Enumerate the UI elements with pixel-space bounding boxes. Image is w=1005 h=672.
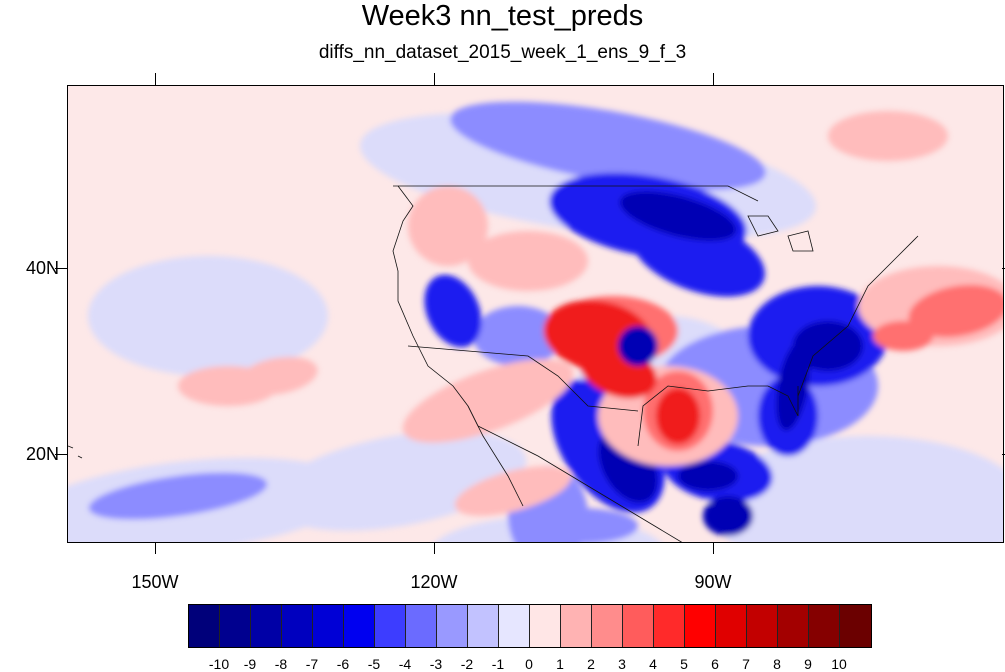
- colorbar-tick-label: -9: [243, 656, 257, 672]
- anomaly-patch: [619, 191, 737, 241]
- colorbar-swatch: [313, 605, 344, 647]
- colorbar-swatch: [561, 605, 592, 647]
- coastline: [787, 230, 814, 252]
- anomaly-patch: [708, 436, 1003, 542]
- coastline: [637, 385, 799, 447]
- tick-left-40n: [55, 268, 67, 269]
- coastline: [797, 235, 919, 397]
- colorbar-swatch: [344, 605, 375, 647]
- colorbar-tick-label: 8: [773, 656, 781, 672]
- colorbar-swatch: [282, 605, 313, 647]
- colorbar-tick-label: -8: [274, 656, 288, 672]
- colorbar-tick-label: 6: [711, 656, 719, 672]
- anomaly-patch: [873, 321, 933, 351]
- colorbar-swatch: [468, 605, 499, 647]
- anomaly-patch: [468, 231, 588, 291]
- colorbar-tick-label: -3: [429, 656, 443, 672]
- colorbar-tick-label: 10: [831, 656, 847, 672]
- tick-top-150w: [155, 73, 156, 85]
- colorbar-swatch: [251, 605, 282, 647]
- colorbar-tick-label: 7: [742, 656, 750, 672]
- anomaly-patch: [518, 508, 638, 542]
- colorbar-swatch: [375, 605, 406, 647]
- anomaly-patch: [793, 321, 863, 371]
- anomaly-patch: [88, 256, 328, 376]
- tick-right-20n: [1002, 454, 1005, 455]
- anomaly-patch: [473, 306, 563, 366]
- colorbar-swatch: [778, 605, 809, 647]
- colorbar-swatch: [623, 605, 654, 647]
- colorbar-tick-label: -7: [305, 656, 319, 672]
- colorbar-tick-label: -1: [491, 656, 505, 672]
- anomaly-patch: [908, 284, 1003, 338]
- anomaly-patch: [424, 274, 482, 348]
- anomaly-patch: [656, 388, 700, 444]
- anomaly-patch: [703, 496, 753, 536]
- colorbar-tick-label: -4: [398, 656, 412, 672]
- tick-bottom-90w: [713, 542, 714, 554]
- colorbar-swatch: [809, 605, 840, 647]
- colorbar-tick-label: 2: [587, 656, 595, 672]
- anomaly-patch: [828, 111, 948, 161]
- coastline: [477, 425, 683, 542]
- map-title: Week3 nn_test_preds: [361, 0, 644, 32]
- colorbar-tick-label: -6: [336, 656, 350, 672]
- anomaly-patch: [402, 359, 574, 443]
- colorbar-tick-label: 4: [649, 656, 657, 672]
- colorbar-swatch: [592, 605, 623, 647]
- lat-label-40n: 40N: [26, 258, 60, 278]
- tick-right-40n: [1002, 268, 1005, 269]
- coastline: [747, 215, 779, 237]
- colorbar-tick-label: -10: [208, 656, 230, 672]
- colorbar-swatch: [530, 605, 561, 647]
- colorbar-tick-label: 0: [525, 656, 533, 672]
- colorbar-swatch: [840, 605, 871, 647]
- colorbar-tick-label: -2: [460, 656, 474, 672]
- colorbar-tick-label: 9: [804, 656, 812, 672]
- tick-left-20n: [55, 454, 67, 455]
- colorbar-swatch: [499, 605, 530, 647]
- lon-label-120w: 120W: [410, 572, 458, 592]
- colorbar-swatch: [220, 605, 251, 647]
- coastline: [68, 445, 74, 449]
- colorbar-swatch: [685, 605, 716, 647]
- lon-label-90w: 90W: [694, 572, 732, 592]
- colorbar-swatch: [654, 605, 685, 647]
- coastline: [77, 455, 83, 459]
- coastline: [407, 345, 639, 412]
- anomaly-patch: [450, 101, 766, 191]
- tick-top-120w: [434, 73, 435, 85]
- colorbar-swatch: [716, 605, 747, 647]
- colorbar-swatch: [437, 605, 468, 647]
- anomaly-patch: [178, 366, 278, 406]
- tick-bottom-120w: [434, 542, 435, 554]
- coastline: [393, 185, 759, 202]
- anomaly-patch: [408, 186, 488, 266]
- colorbar-tick-label: -5: [367, 656, 381, 672]
- anomaly-patch: [618, 326, 658, 366]
- coastline: [392, 185, 479, 427]
- anomaly-patch: [776, 341, 810, 431]
- tick-top-90w: [713, 73, 714, 85]
- colorbar: [188, 604, 872, 648]
- colorbar-tick-label: 5: [680, 656, 688, 672]
- map-plot-area: [67, 85, 1004, 543]
- colorbar-swatch: [189, 605, 220, 647]
- map-subtitle: diffs_nn_dataset_2015_week_1_ens_9_f_3: [318, 42, 687, 63]
- tick-bottom-150w: [155, 542, 156, 554]
- anomaly-patch: [88, 472, 268, 520]
- anomaly-patch: [678, 461, 738, 491]
- colorbar-tick-label: 1: [556, 656, 564, 672]
- colorbar-swatch: [406, 605, 437, 647]
- anomaly-field: [68, 101, 1003, 542]
- colorbar-swatch: [747, 605, 778, 647]
- lat-label-20n: 20N: [26, 444, 60, 464]
- anomaly-patch: [454, 466, 572, 516]
- lon-label-150w: 150W: [131, 572, 179, 592]
- colorbar-tick-label: 3: [618, 656, 626, 672]
- coastline: [467, 405, 524, 507]
